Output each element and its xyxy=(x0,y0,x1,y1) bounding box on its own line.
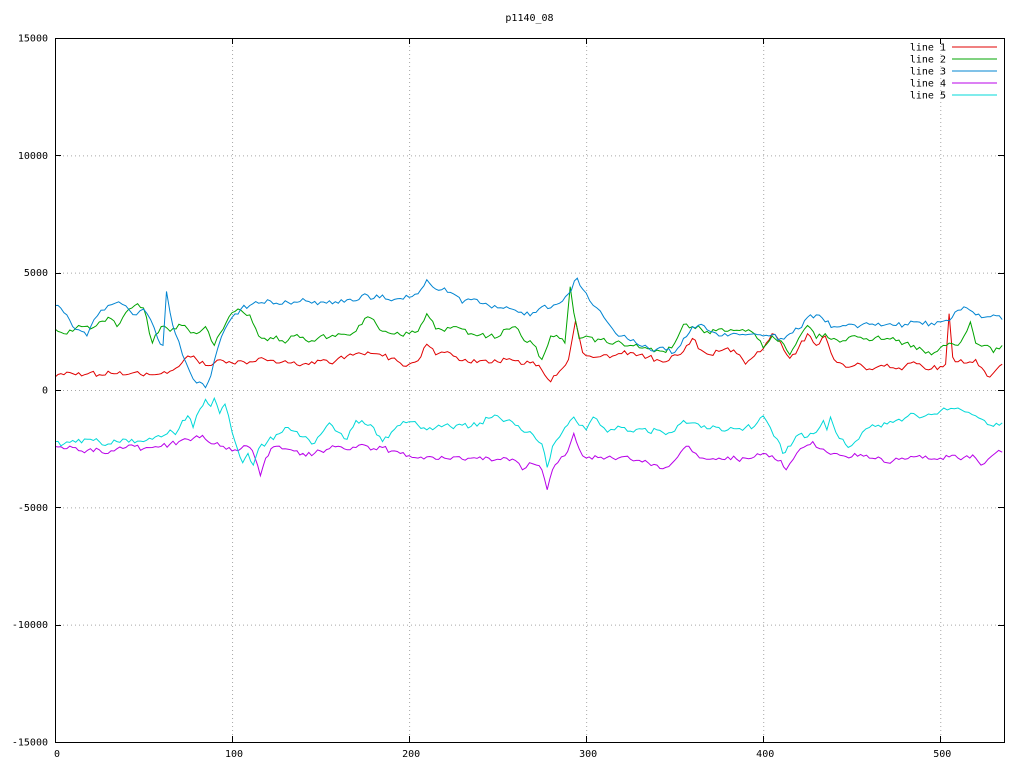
x-tick-label: 0 xyxy=(54,749,60,760)
y-tick-label: -10000 xyxy=(12,620,48,631)
y-tick-label: -15000 xyxy=(12,738,48,749)
plot-border xyxy=(55,38,1005,743)
y-tick-label: 10000 xyxy=(18,151,48,162)
legend-label-line-5: line 5 xyxy=(910,91,946,102)
legend-label-line-4: line 4 xyxy=(910,79,946,90)
chart-title: p1140_08 xyxy=(505,13,553,24)
series-line-3 xyxy=(55,277,1003,389)
x-tick-label: 300 xyxy=(579,749,597,760)
x-tick-label: 500 xyxy=(933,749,951,760)
x-tick-label: 200 xyxy=(402,749,420,760)
legend-label-line-2: line 2 xyxy=(910,55,946,66)
series-line-5 xyxy=(55,396,1003,468)
x-tick-label: 400 xyxy=(756,749,774,760)
y-tick-label: -5000 xyxy=(18,503,48,514)
y-tick-label: 15000 xyxy=(18,34,48,45)
series-line-2 xyxy=(55,286,1003,361)
legend-label-line-3: line 3 xyxy=(910,67,946,78)
legend-label-line-1: line 1 xyxy=(910,43,946,54)
y-tick-label: 0 xyxy=(42,386,48,397)
x-tick-label: 100 xyxy=(225,749,243,760)
y-tick-label: 5000 xyxy=(24,268,48,279)
series-line-4 xyxy=(55,431,1003,490)
series-line-1 xyxy=(55,313,1003,383)
